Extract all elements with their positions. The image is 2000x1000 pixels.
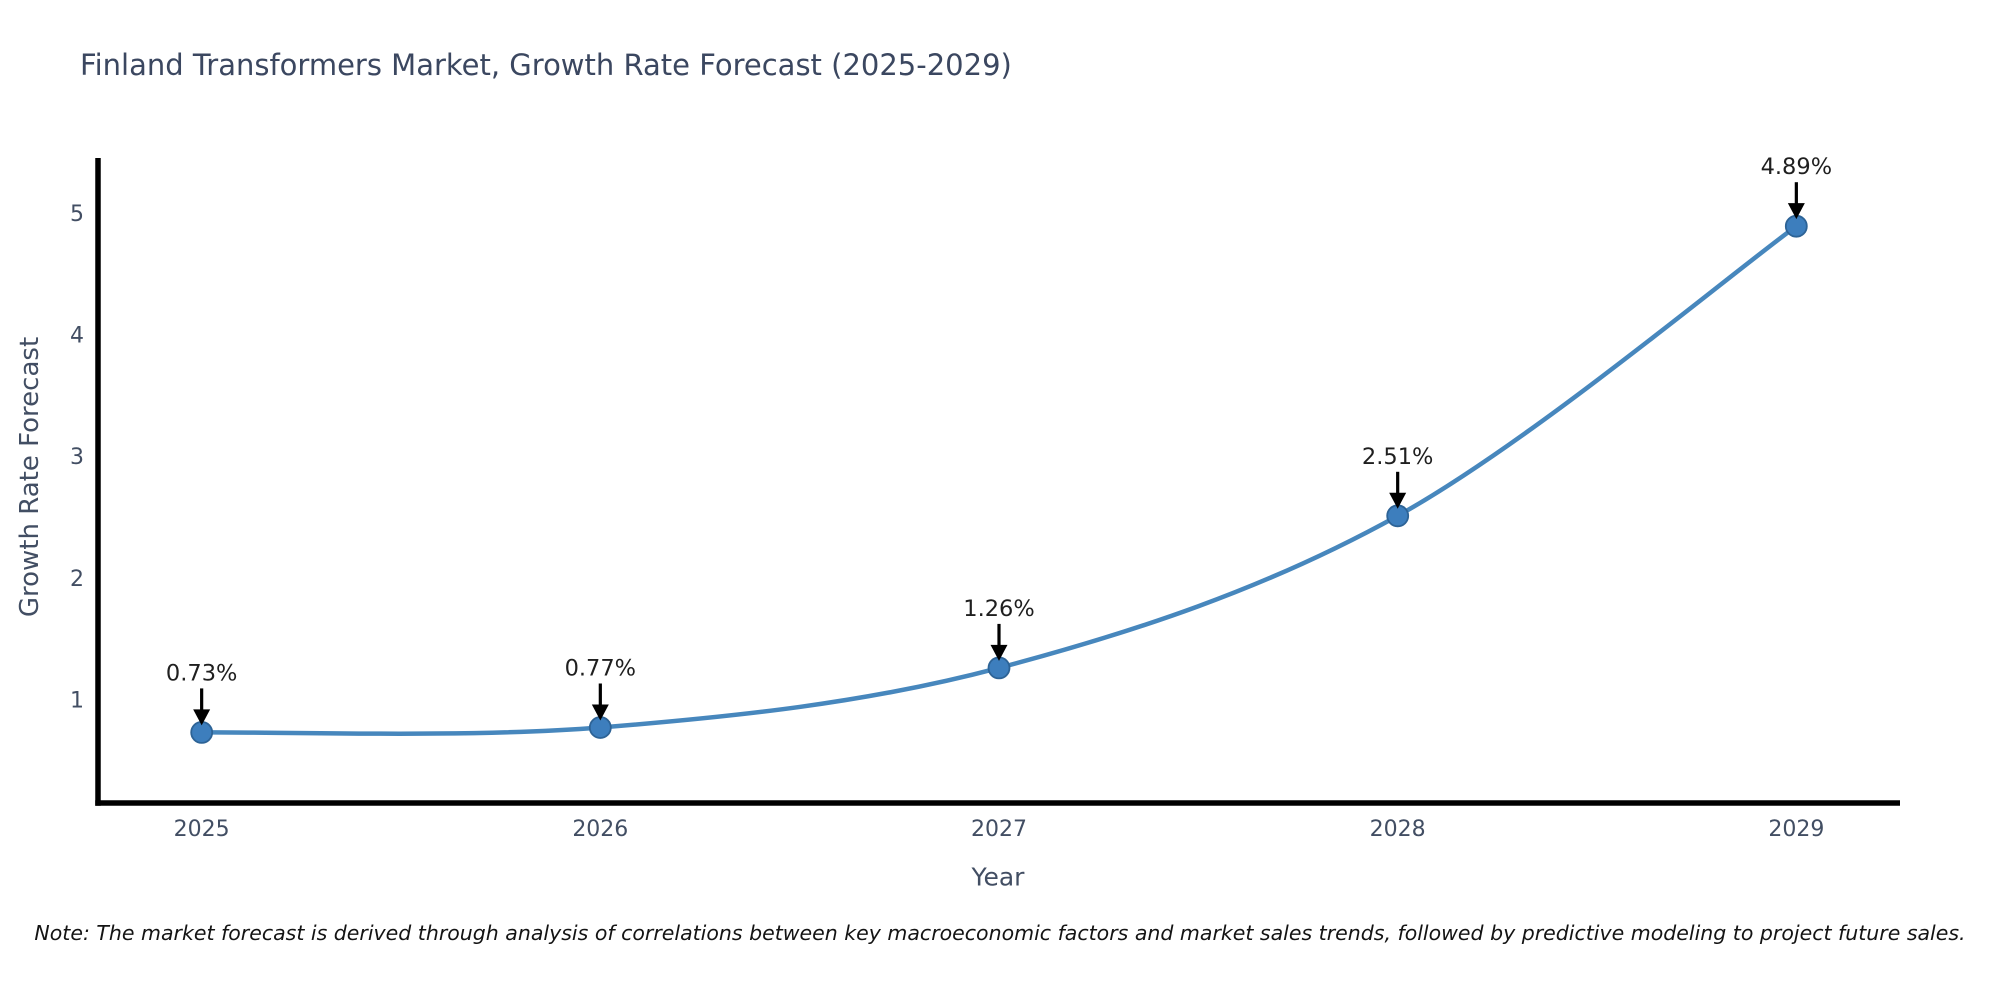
y-tick-label: 1	[70, 689, 84, 714]
x-tick-label: 2027	[971, 817, 1027, 842]
chart-title: Finland Transformers Market, Growth Rate…	[80, 48, 1012, 82]
x-tick-label: 2028	[1370, 817, 1426, 842]
data-point-label: 1.26%	[963, 596, 1034, 622]
y-tick-label: 2	[70, 567, 84, 592]
x-tick-label: 2025	[174, 817, 230, 842]
x-tick-label: 2029	[1768, 817, 1824, 842]
data-point-label: 2.51%	[1362, 444, 1433, 470]
data-point-label: 4.89%	[1761, 154, 1832, 180]
footnote: Note: The market forecast is derived thr…	[34, 921, 1966, 945]
annotation-arrow-head	[193, 709, 211, 726]
y-tick-label: 4	[70, 323, 84, 348]
annotation-arrow-head	[1389, 492, 1407, 509]
y-tick-label: 5	[70, 202, 84, 227]
data-point-label: 0.73%	[166, 660, 237, 686]
annotation-arrow-head	[1787, 203, 1805, 220]
x-tick-label: 2026	[572, 817, 628, 842]
annotation-arrow-head	[990, 644, 1008, 661]
x-axis-title: Year	[971, 862, 1025, 892]
y-tick-label: 3	[70, 445, 84, 470]
data-point-label: 0.77%	[565, 656, 636, 682]
annotation-arrow-head	[591, 704, 609, 721]
